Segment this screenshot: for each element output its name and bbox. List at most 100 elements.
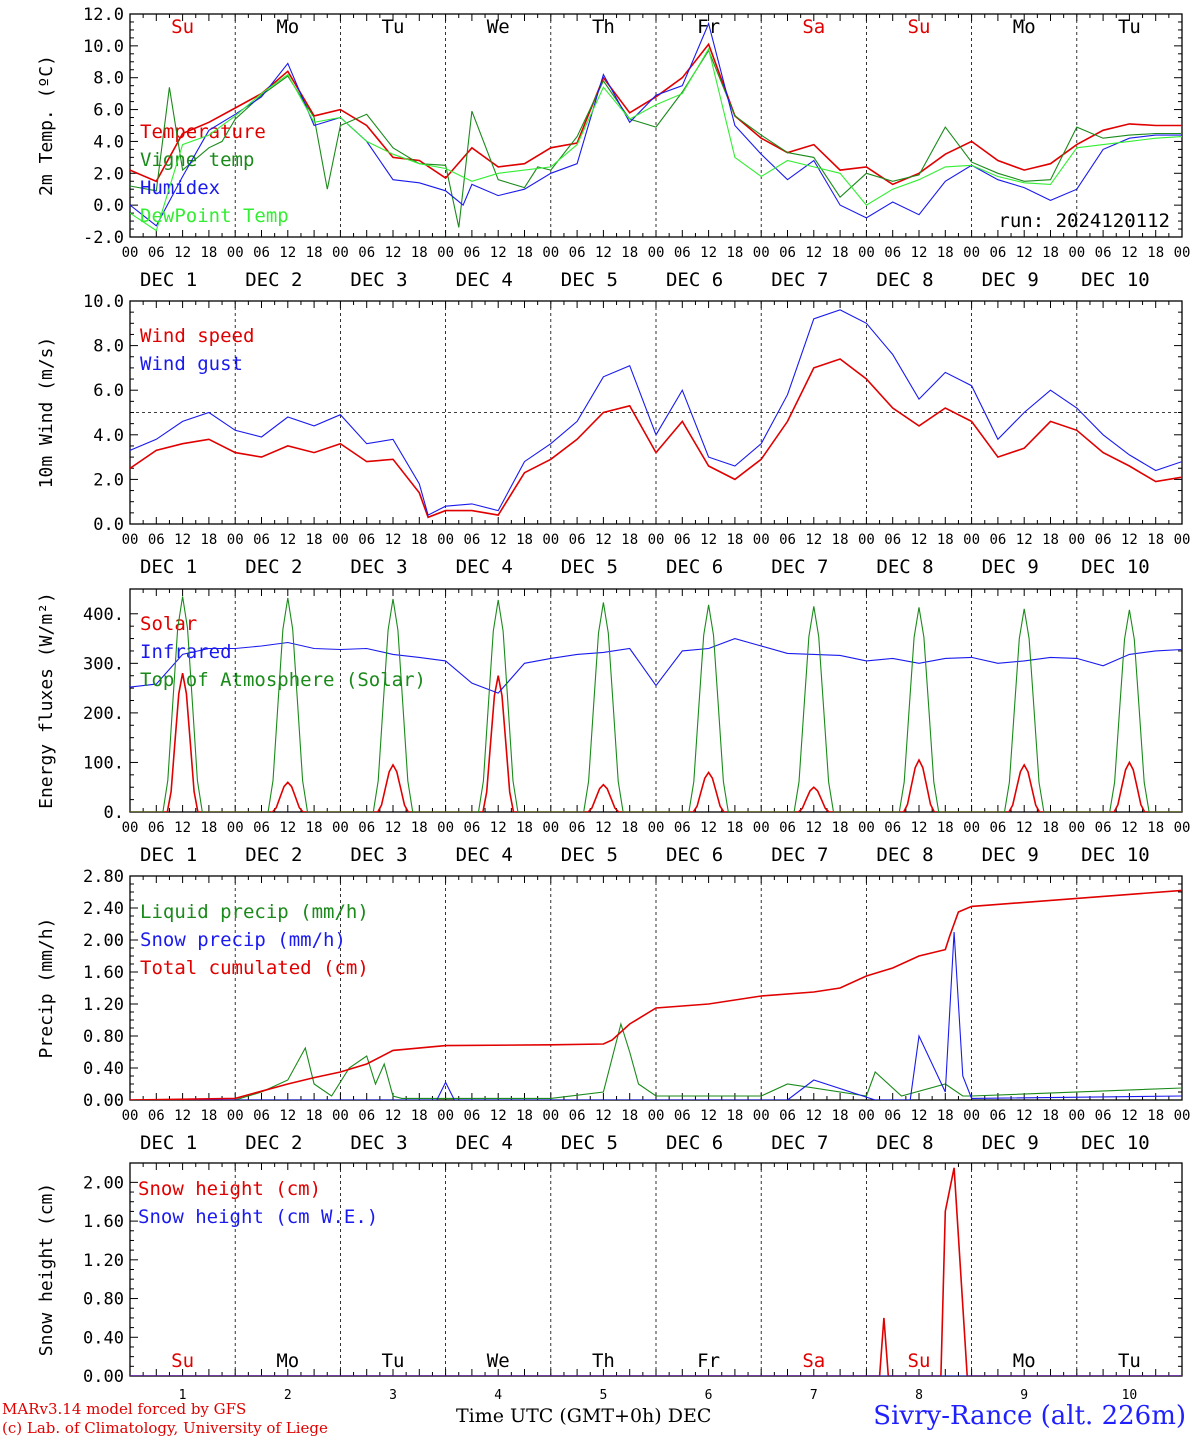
- x-tick-label: 12: [805, 245, 822, 261]
- x-tick-label: 18: [832, 245, 849, 261]
- x-tick-label: 18: [411, 820, 428, 836]
- x-tick-label: 00: [648, 532, 665, 548]
- weekday-label: Fr: [697, 16, 720, 38]
- x-tick-label: 12: [595, 532, 612, 548]
- x-tick-label: 00: [648, 1108, 665, 1124]
- date-label: DEC 10: [1081, 269, 1150, 291]
- legend-entry: Vigne temp: [140, 149, 254, 171]
- legend-entry: Snow precip (mm/h): [140, 929, 346, 951]
- x-tick-label: 12: [595, 820, 612, 836]
- x-tick-label: 12: [279, 532, 296, 548]
- date-label: DEC 8: [876, 1132, 933, 1154]
- date-label: DEC 4: [456, 556, 513, 578]
- x-tick-label: 12: [385, 1108, 402, 1124]
- day-number-label: 1: [179, 1388, 187, 1403]
- x-tick-label: 18: [200, 1108, 217, 1124]
- x-tick-label: 12: [1121, 1108, 1138, 1124]
- legend-entry: Snow height (cm W.E.): [138, 1206, 378, 1228]
- x-tick-label: 06: [253, 1108, 270, 1124]
- x-tick-label: 12: [1016, 532, 1033, 548]
- x-tick-label: 00: [648, 245, 665, 261]
- station-name: Sivry-Rance (alt. 226m): [873, 1401, 1186, 1431]
- x-tick-label: 18: [306, 532, 323, 548]
- x-tick-label: 18: [1042, 245, 1059, 261]
- plot-frame: [129, 588, 1183, 813]
- legend-entry: Snow height (cm): [138, 1178, 321, 1200]
- date-label: DEC 3: [350, 1132, 407, 1154]
- x-tick-label: 06: [569, 1108, 586, 1124]
- x-tick-label: 18: [516, 1108, 533, 1124]
- weekday-label: Mo: [1013, 16, 1036, 38]
- x-tick-label: 18: [1042, 1108, 1059, 1124]
- x-tick-label: 06: [1095, 1108, 1112, 1124]
- date-label: DEC 7: [771, 844, 828, 866]
- date-label: DEC 2: [245, 1132, 302, 1154]
- x-tick-label: 12: [1121, 532, 1138, 548]
- weekday-label: Mo: [276, 16, 299, 38]
- x-tick-label: 12: [805, 532, 822, 548]
- x-tick-label: 18: [1042, 820, 1059, 836]
- x-tick-label: 06: [358, 532, 375, 548]
- day-number-label: 8: [915, 1388, 923, 1403]
- day-number-label: 6: [705, 1388, 713, 1403]
- x-tick-label: 12: [700, 245, 717, 261]
- x-tick-label: 06: [884, 1108, 901, 1124]
- legend-entry: Total cumulated (cm): [140, 957, 369, 979]
- x-tick-label: 06: [253, 245, 270, 261]
- x-tick-label: 00: [1068, 245, 1085, 261]
- y-tick-label: 8.0: [93, 337, 124, 357]
- x-tick-label: 12: [595, 245, 612, 261]
- y-tick-label: 2.40: [83, 899, 124, 919]
- date-label: DEC 1: [140, 556, 197, 578]
- x-tick-label: 06: [463, 1108, 480, 1124]
- x-tick-label: 00: [437, 532, 454, 548]
- x-tick-label: 18: [621, 245, 638, 261]
- series-line-infrared: [130, 638, 1182, 694]
- x-tick-label: 00: [858, 532, 875, 548]
- x-tick-label: 06: [779, 820, 796, 836]
- series-line-snow-height-cm: [130, 1167, 1182, 1376]
- weekday-label: Mo: [276, 1350, 299, 1372]
- x-tick-label: 06: [148, 1108, 165, 1124]
- y-tick-label: 0.40: [83, 1059, 124, 1079]
- weekday-label: Su: [171, 1350, 194, 1372]
- x-tick-label: 06: [253, 532, 270, 548]
- y-tick-label: 2.80: [83, 867, 124, 887]
- x-tick-label: 18: [832, 820, 849, 836]
- series-line-wind-gust: [130, 309, 1182, 516]
- x-tick-label: 06: [569, 820, 586, 836]
- date-label: DEC 9: [982, 556, 1039, 578]
- date-label: DEC 9: [982, 269, 1039, 291]
- y-tick-label: 6.0: [93, 101, 124, 121]
- date-label: DEC 2: [245, 844, 302, 866]
- x-tick-label: 18: [937, 245, 954, 261]
- y-tick-label: 1.20: [83, 1251, 124, 1271]
- x-tick-label: 06: [989, 532, 1006, 548]
- date-label: DEC 9: [982, 1132, 1039, 1154]
- x-tick-label: 06: [674, 532, 691, 548]
- x-tick-label: 18: [200, 532, 217, 548]
- x-tick-label: 00: [963, 820, 980, 836]
- date-label: DEC 5: [561, 269, 618, 291]
- y-tick-label: 1.60: [83, 1212, 124, 1232]
- y-tick-label: 2.00: [83, 1173, 124, 1193]
- day-number-label: 5: [599, 1388, 607, 1403]
- x-tick-label: 12: [805, 1108, 822, 1124]
- weekday-label: Fr: [697, 1350, 720, 1372]
- x-tick-label: 18: [306, 820, 323, 836]
- chart-panel-5: 0.00 0.40 0.80 1.20 1.60 2.00 Snow height (cm)…: [36, 1162, 1183, 1403]
- date-label: DEC 8: [876, 844, 933, 866]
- y-tick-label: 0.0: [93, 515, 124, 535]
- x-tick-label: 00: [1068, 532, 1085, 548]
- x-tick-label: 12: [385, 245, 402, 261]
- weekday-label: We: [487, 1350, 510, 1372]
- date-label: DEC 7: [771, 269, 828, 291]
- date-label: DEC 3: [350, 844, 407, 866]
- weekday-label: Sa: [802, 1350, 825, 1372]
- date-label: DEC 4: [456, 269, 513, 291]
- x-tick-label: 00: [542, 245, 559, 261]
- x-tick-label: 18: [516, 532, 533, 548]
- x-tick-label: 00: [227, 532, 244, 548]
- y-tick-label: 0.00: [83, 1367, 124, 1387]
- x-tick-label: 12: [490, 532, 507, 548]
